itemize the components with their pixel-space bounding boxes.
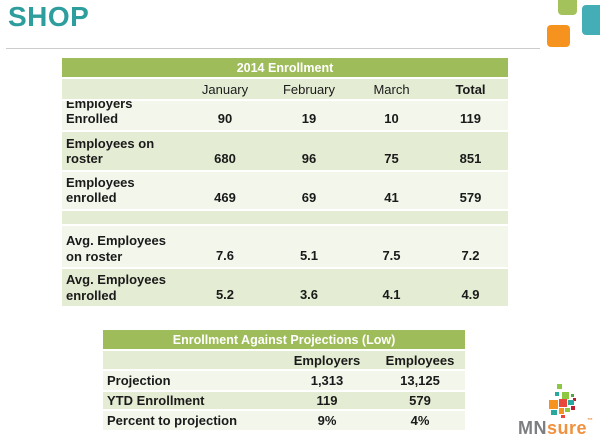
- logo-sure-text: sure: [547, 418, 588, 438]
- column-header-january: January: [201, 81, 249, 97]
- column-header-february: February: [282, 81, 336, 97]
- cell-value: 579: [459, 190, 482, 205]
- row-label: Avg. Employees enrolled: [66, 272, 166, 303]
- cell-value: 469: [214, 190, 236, 205]
- table-row-employers-enrolled: Employers Enrolled 90 19 10 119: [62, 101, 508, 130]
- table-row-percent-to-projection: Percent to projection 9% 4%: [103, 411, 465, 430]
- cell-value: 579: [409, 393, 431, 408]
- cell-value: 4.9: [461, 287, 480, 302]
- enrollment-table-title: 2014 Enrollment: [62, 58, 508, 77]
- cell-value: 7.5: [382, 248, 401, 263]
- table-row-employees-on-roster: Employees on roster 680 96 75 851: [62, 132, 508, 170]
- cell-value: 680: [214, 151, 236, 166]
- projection-table-header-row: Employers Employees: [103, 351, 465, 369]
- table-row-ytd-enrollment: YTD Enrollment 119 579: [103, 392, 465, 409]
- cell-value: 10: [384, 111, 399, 126]
- cell-value: 19: [301, 111, 317, 126]
- table-row-avg-employees-enrolled: Avg. Employees enrolled 5.2 3.6 4.1 4.9: [62, 269, 508, 306]
- row-label: Projection: [107, 373, 171, 388]
- table-row-employees-enrolled: Employees enrolled 469 69 41 579: [62, 172, 508, 209]
- cell-value: 7.6: [215, 248, 235, 263]
- row-label: Employees enrolled: [66, 175, 135, 205]
- column-header-blank: [103, 351, 279, 369]
- cell-value: 4.1: [382, 287, 401, 302]
- cell-value: 7.2: [461, 248, 480, 263]
- cell-value: 1,313: [310, 373, 344, 388]
- row-label: Employees on roster: [66, 136, 155, 166]
- cell-value: 69: [301, 190, 317, 205]
- decor-square-green-icon: [558, 0, 577, 15]
- cell-value: 5.2: [215, 287, 235, 302]
- cell-value: 5.1: [299, 248, 319, 263]
- column-header-blank: [62, 79, 182, 99]
- mnsure-logo-mosaic-icon: [549, 384, 576, 418]
- decor-square-orange-icon: [547, 25, 570, 47]
- cell-value: 119: [316, 393, 338, 408]
- header-divider: [6, 48, 540, 49]
- cell-value: 75: [384, 151, 399, 166]
- projection-table-title: Enrollment Against Projections (Low): [103, 330, 465, 349]
- cell-value: 96: [301, 151, 317, 166]
- projection-table: Enrollment Against Projections (Low) Emp…: [103, 330, 465, 432]
- cell-value: 3.6: [299, 287, 319, 302]
- row-label: Percent to projection: [107, 413, 238, 428]
- row-label: Avg. Employees on roster: [66, 233, 166, 264]
- row-label: YTD Enrollment: [107, 393, 205, 408]
- cell-value: 90: [217, 111, 233, 126]
- decor-square-teal-icon: [582, 5, 600, 35]
- page-title: SHOP: [8, 1, 90, 32]
- cell-value: 41: [384, 190, 399, 205]
- table-row-spacer: [62, 211, 508, 224]
- cell-value: 851: [459, 151, 482, 166]
- mnsure-logo-text: MNsure™: [518, 418, 594, 439]
- table-row-projection: Projection 1,313 13,125: [103, 371, 465, 390]
- table-row-avg-employees-on-roster: Avg. Employees on roster 7.6 5.1 7.5 7.2: [62, 226, 508, 267]
- logo-mn-text: MN: [518, 418, 547, 438]
- column-header-employers: Employers: [293, 352, 361, 368]
- column-header-employees: Employees: [385, 352, 455, 368]
- mnsure-logo: MNsure™: [518, 384, 598, 440]
- cell-value: 13,125: [400, 373, 440, 388]
- cell-value: 119: [460, 111, 481, 126]
- cell-value: 4%: [410, 413, 430, 428]
- enrollment-table: 2014 Enrollment January February March T…: [62, 58, 508, 308]
- cell-value: 9%: [317, 413, 337, 428]
- enrollment-table-header-row: January February March Total: [62, 79, 508, 99]
- logo-trademark: ™: [587, 418, 594, 424]
- column-header-march: March: [373, 81, 410, 97]
- column-header-total: Total: [455, 81, 486, 97]
- row-label: Employers Enrolled: [66, 101, 133, 126]
